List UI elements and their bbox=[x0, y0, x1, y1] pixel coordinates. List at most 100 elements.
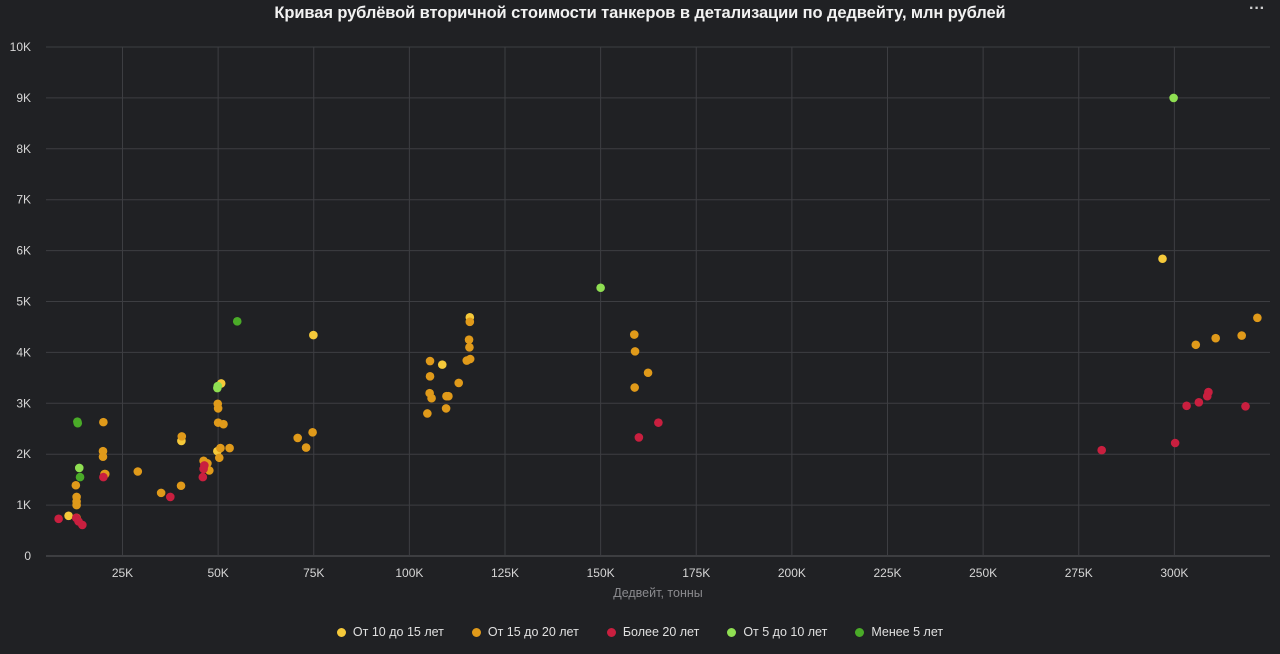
data-point[interactable] bbox=[293, 433, 302, 443]
data-point[interactable] bbox=[1253, 313, 1262, 323]
y-tick-label: 5K bbox=[16, 295, 31, 309]
legend-marker-icon bbox=[855, 627, 865, 637]
x-tick-label: 300K bbox=[1160, 566, 1188, 580]
data-point[interactable] bbox=[156, 488, 166, 498]
data-point[interactable] bbox=[213, 404, 223, 413]
data-point[interactable] bbox=[1182, 401, 1191, 411]
series-1 bbox=[71, 313, 1262, 523]
data-point[interactable] bbox=[198, 472, 208, 482]
data-point[interactable] bbox=[629, 330, 639, 339]
data-point[interactable] bbox=[465, 317, 475, 327]
legend-label: От 5 до 10 лет bbox=[743, 625, 828, 639]
legend-marker-icon bbox=[606, 627, 616, 637]
series-2 bbox=[54, 387, 1250, 530]
data-point[interactable] bbox=[425, 356, 435, 366]
data-point[interactable] bbox=[133, 467, 143, 476]
data-point[interactable] bbox=[309, 330, 318, 340]
data-point[interactable] bbox=[225, 443, 234, 453]
x-tick-label: 50K bbox=[207, 566, 228, 580]
data-point[interactable] bbox=[216, 443, 225, 453]
x-tick-label: 125K bbox=[491, 566, 519, 580]
legend-label: Более 20 лет bbox=[622, 625, 700, 639]
data-point[interactable] bbox=[634, 433, 644, 442]
data-point[interactable] bbox=[630, 383, 639, 392]
y-tick-label: 4K bbox=[16, 345, 31, 359]
data-point[interactable] bbox=[465, 354, 475, 364]
data-point[interactable] bbox=[301, 443, 311, 452]
data-point[interactable] bbox=[99, 472, 108, 482]
x-axis-label: Дедвейт, тонны bbox=[613, 586, 702, 600]
x-tick-label: 275K bbox=[1065, 566, 1093, 580]
data-point[interactable] bbox=[1237, 331, 1246, 340]
data-point[interactable] bbox=[1241, 402, 1250, 411]
data-point[interactable] bbox=[78, 520, 87, 530]
data-point[interactable] bbox=[1170, 438, 1180, 448]
y-tick-label: 3K bbox=[16, 396, 31, 410]
data-point[interactable] bbox=[75, 472, 85, 482]
data-point[interactable] bbox=[177, 432, 187, 441]
data-point[interactable] bbox=[423, 409, 432, 418]
x-tick-label: 175K bbox=[682, 566, 710, 580]
data-point[interactable] bbox=[232, 317, 242, 326]
data-point[interactable] bbox=[1158, 254, 1167, 264]
legend-label: От 10 до 15 лет bbox=[352, 625, 444, 639]
x-tick-label: 100K bbox=[395, 566, 423, 580]
data-point[interactable] bbox=[654, 418, 663, 427]
data-point[interactable] bbox=[200, 461, 209, 470]
legend-label: От 15 до 20 лет bbox=[487, 625, 579, 639]
data-point[interactable] bbox=[444, 391, 453, 401]
more-horizontal-icon[interactable]: ··· bbox=[1249, 0, 1265, 17]
data-point[interactable] bbox=[308, 428, 317, 437]
data-point[interactable] bbox=[643, 368, 653, 378]
legend-item[interactable]: От 15 до 20 лет bbox=[471, 625, 579, 639]
legend-item[interactable]: От 10 до 15 лет bbox=[336, 625, 444, 639]
data-point[interactable] bbox=[99, 417, 108, 427]
data-point[interactable] bbox=[74, 463, 84, 473]
y-tick-label: 10K bbox=[10, 40, 31, 54]
legend-item[interactable]: Более 20 лет bbox=[606, 625, 700, 639]
series-3 bbox=[74, 93, 1178, 473]
data-point[interactable] bbox=[454, 378, 464, 388]
chart-title: Кривая рублёвой вторичной стоимости танк… bbox=[274, 4, 1006, 22]
data-point[interactable] bbox=[1097, 445, 1106, 455]
data-point[interactable] bbox=[1169, 93, 1178, 103]
data-point[interactable] bbox=[214, 453, 224, 463]
data-point[interactable] bbox=[73, 418, 83, 428]
data-point[interactable] bbox=[441, 404, 451, 413]
data-point[interactable] bbox=[176, 481, 186, 491]
data-point[interactable] bbox=[71, 480, 81, 490]
data-point[interactable] bbox=[437, 360, 447, 369]
x-tick-label: 75K bbox=[303, 566, 324, 580]
data-point[interactable] bbox=[630, 347, 640, 356]
data-point[interactable] bbox=[64, 511, 73, 521]
x-tick-label: 225K bbox=[873, 566, 901, 580]
data-point[interactable] bbox=[72, 500, 81, 510]
data-point[interactable] bbox=[219, 419, 228, 429]
x-tick-label: 150K bbox=[587, 566, 615, 580]
data-point[interactable] bbox=[1194, 397, 1204, 407]
data-point[interactable] bbox=[1204, 387, 1213, 397]
y-tick-label: 7K bbox=[16, 193, 31, 207]
y-tick-label: 9K bbox=[16, 91, 31, 105]
y-tick-label: 2K bbox=[16, 447, 31, 461]
data-point[interactable] bbox=[427, 393, 436, 403]
legend: От 10 до 15 лет От 15 до 20 лет Более 20 л… bbox=[0, 622, 1280, 642]
data-point[interactable] bbox=[465, 343, 474, 352]
data-point[interactable] bbox=[464, 335, 474, 344]
data-point[interactable] bbox=[425, 372, 435, 381]
y-tick-label: 1K bbox=[16, 498, 31, 512]
legend-marker-icon bbox=[336, 627, 346, 637]
data-point[interactable] bbox=[98, 452, 108, 462]
data-point[interactable] bbox=[166, 492, 175, 502]
legend-item[interactable]: Менее 5 лет bbox=[855, 625, 943, 639]
x-tick-label: 200K bbox=[778, 566, 806, 580]
legend-item[interactable]: От 5 до 10 лет bbox=[727, 625, 827, 639]
data-point[interactable] bbox=[1191, 340, 1201, 350]
data-point[interactable] bbox=[54, 514, 63, 524]
series-0 bbox=[64, 254, 1167, 521]
data-point[interactable] bbox=[213, 381, 223, 391]
data-point[interactable] bbox=[1211, 333, 1220, 343]
data-point[interactable] bbox=[596, 283, 605, 293]
